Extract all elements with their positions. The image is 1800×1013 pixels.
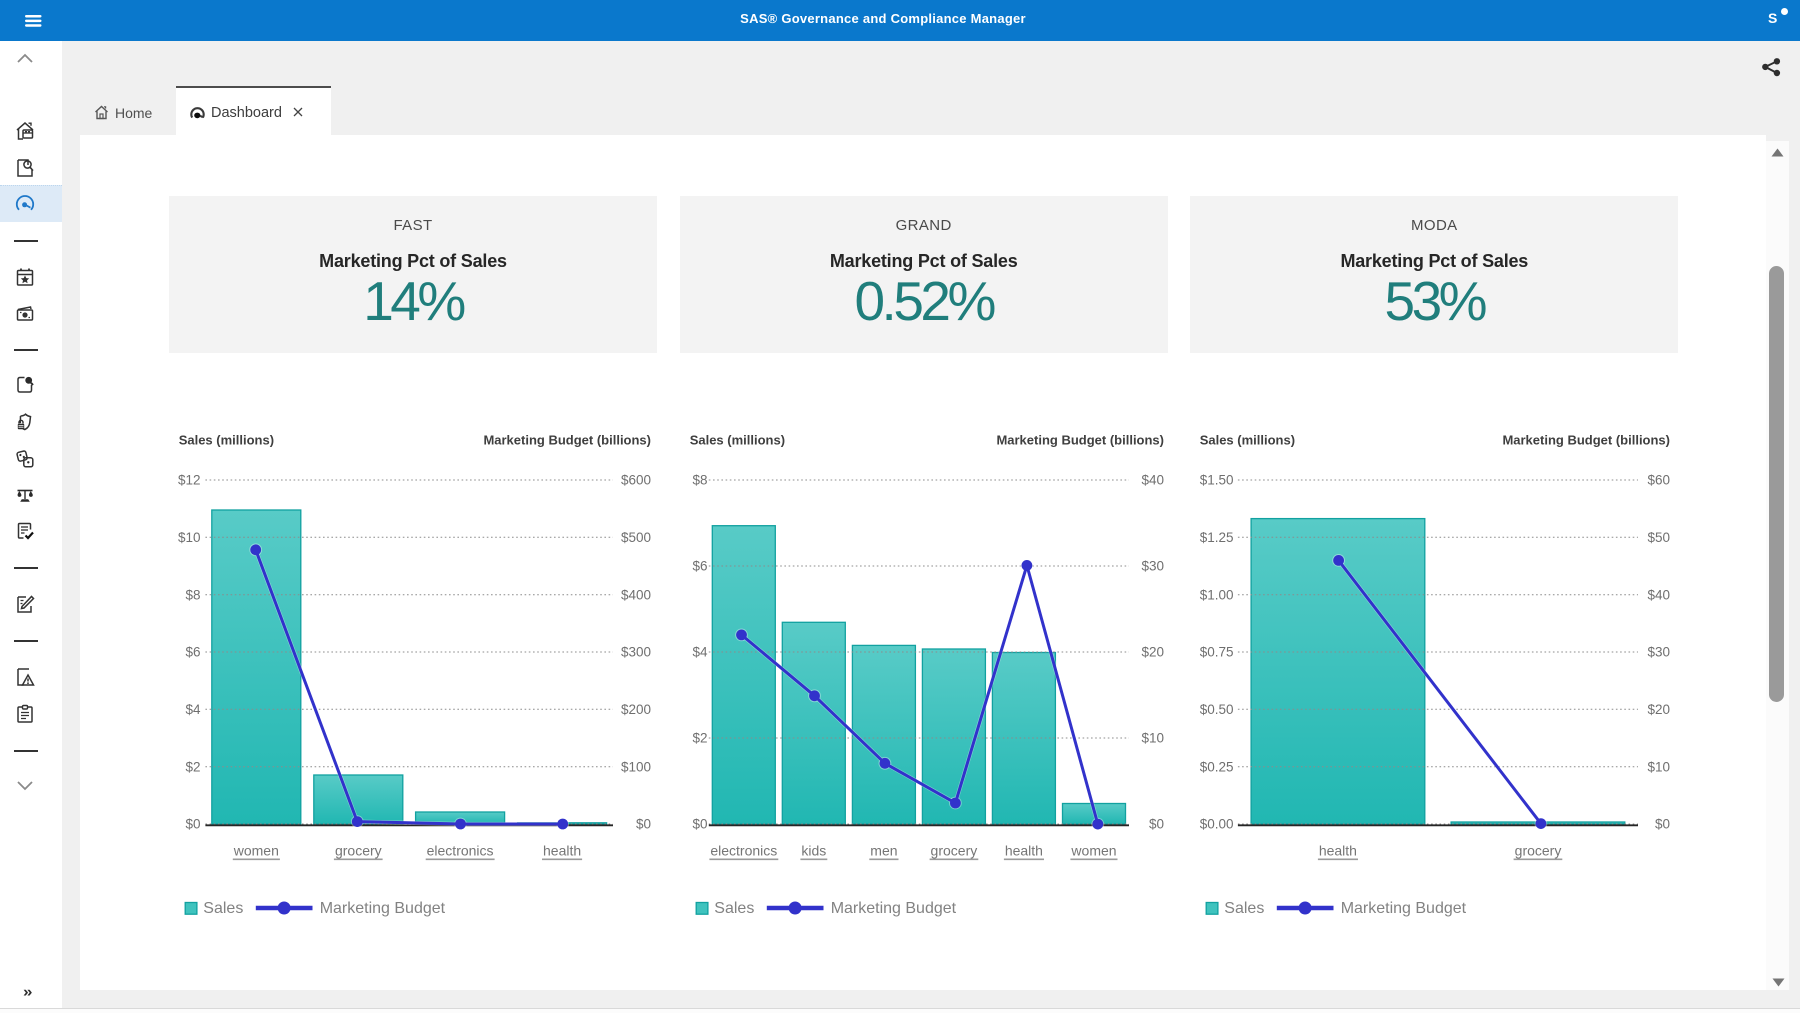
svg-text:$20: $20 [1141,645,1164,660]
svg-text:women: women [233,843,279,859]
svg-text:$200: $200 [621,702,651,717]
svg-text:$1.00: $1.00 [1200,587,1234,602]
svg-text:$2: $2 [185,759,200,774]
svg-text:kids: kids [801,843,826,859]
svg-text:$1.50: $1.50 [1200,473,1234,488]
svg-text:$1.25: $1.25 [1200,530,1234,545]
svg-text:$10: $10 [1648,759,1671,774]
svg-text:grocery: grocery [335,843,382,859]
svg-text:health: health [1319,843,1357,859]
svg-text:Marketing Budget (billions): Marketing Budget (billions) [996,433,1164,448]
svg-text:$8: $8 [185,587,200,602]
svg-text:Marketing Budget (billions): Marketing Budget (billions) [483,433,651,448]
svg-text:$6: $6 [692,559,707,574]
svg-text:$40: $40 [1141,473,1164,488]
svg-text:$10: $10 [1141,731,1164,746]
svg-text:Marketing Budget (billions): Marketing Budget (billions) [1503,433,1671,448]
svg-text:$600: $600 [621,473,651,488]
svg-text:electronics: electronics [427,843,494,859]
svg-text:$4: $4 [185,702,201,717]
svg-text:Sales (millions): Sales (millions) [689,433,784,448]
svg-text:health: health [543,843,581,859]
svg-text:$30: $30 [1648,645,1671,660]
svg-text:Marketing Budget: Marketing Budget [830,900,956,917]
svg-text:grocery: grocery [930,843,977,859]
svg-text:$10: $10 [178,530,201,545]
svg-text:Sales: Sales [714,900,754,917]
svg-text:$300: $300 [621,645,651,660]
svg-text:grocery: grocery [1515,843,1562,859]
svg-text:$2: $2 [692,731,707,746]
svg-text:Marketing Budget: Marketing Budget [320,900,446,917]
svg-text:Sales: Sales [203,900,243,917]
svg-text:$8: $8 [692,473,707,488]
svg-text:$0: $0 [185,817,200,832]
svg-text:electronics: electronics [710,843,777,859]
svg-text:$40: $40 [1648,587,1671,602]
svg-text:$0: $0 [636,817,651,832]
svg-text:$0.50: $0.50 [1200,702,1234,717]
svg-text:$50: $50 [1648,530,1671,545]
svg-text:Sales (millions): Sales (millions) [1200,433,1295,448]
svg-text:$4: $4 [692,645,708,660]
svg-text:$0: $0 [692,817,707,832]
svg-text:men: men [870,843,897,859]
svg-text:$0.00: $0.00 [1200,817,1234,832]
svg-text:$60: $60 [1648,473,1671,488]
svg-text:$6: $6 [185,645,200,660]
svg-text:$12: $12 [178,473,201,488]
svg-text:$100: $100 [621,759,651,774]
svg-text:$20: $20 [1648,702,1671,717]
svg-text:$0: $0 [1149,817,1164,832]
svg-text:$30: $30 [1141,559,1164,574]
svg-text:Sales: Sales [1225,900,1265,917]
svg-text:Marketing Budget: Marketing Budget [1341,900,1467,917]
svg-text:$0.75: $0.75 [1200,645,1234,660]
svg-text:$0.25: $0.25 [1200,759,1234,774]
svg-text:health: health [1005,843,1043,859]
svg-text:$400: $400 [621,587,651,602]
svg-text:women: women [1070,843,1116,859]
svg-text:$0: $0 [1655,817,1670,832]
svg-text:$500: $500 [621,530,651,545]
svg-text:Sales (millions): Sales (millions) [179,433,274,448]
